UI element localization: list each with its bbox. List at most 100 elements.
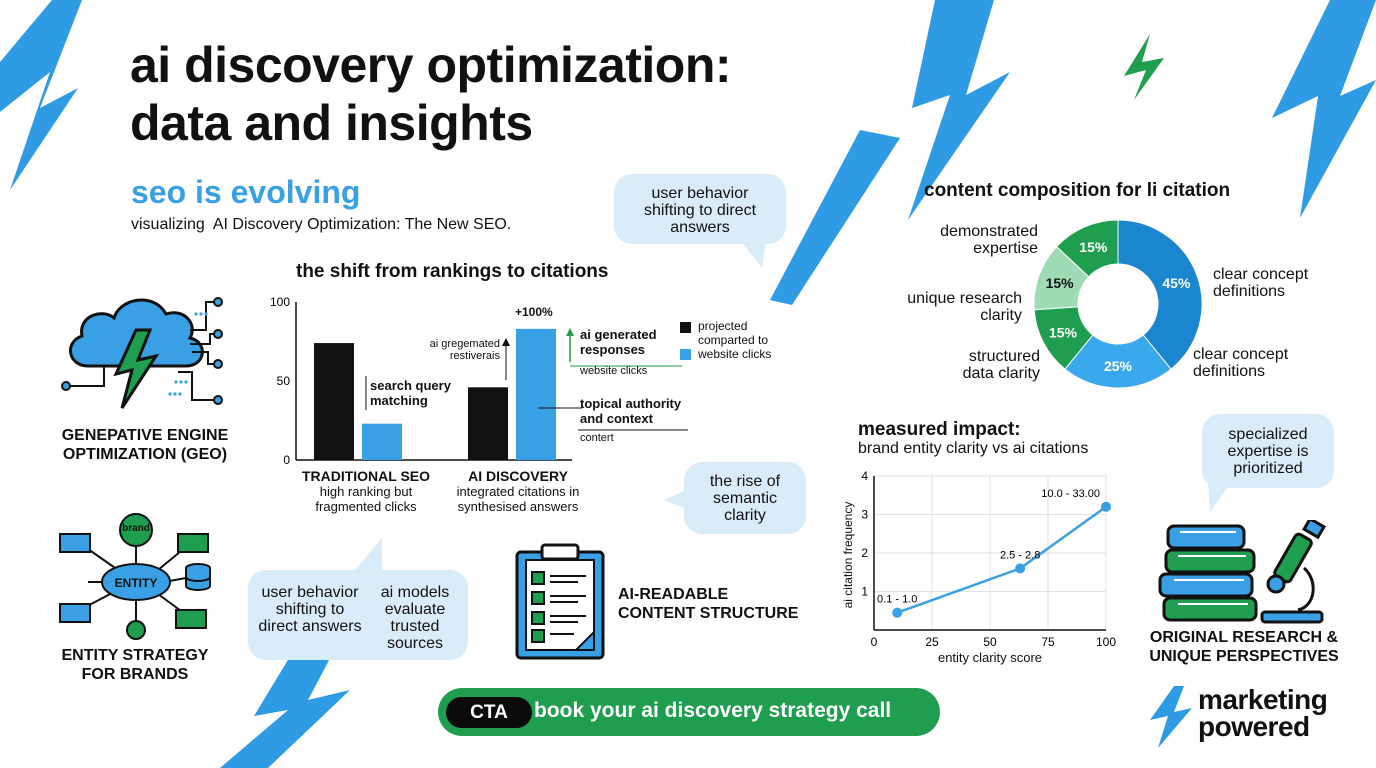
donut-chart-title: content composition for li citation [924, 180, 1231, 201]
lightning-bolt-icon [1150, 686, 1192, 748]
cta-text[interactable]: book your ai discovery strategy call [534, 699, 892, 722]
annot-line: topical authority [580, 396, 682, 411]
brand-line-1: marketing [1198, 684, 1328, 715]
bar-category-1: TRADITIONAL SEO high ranking but fragmen… [286, 469, 446, 515]
donut-slice [1055, 219, 1119, 278]
legend-line: website clicks [698, 347, 772, 361]
tagline: visualizing AI Discovery Optimization: T… [131, 216, 512, 233]
cloud-lightning-icon [61, 297, 223, 409]
x-tick-label: 0 [871, 635, 878, 649]
annotation-arrow-head [502, 338, 510, 346]
line-chart-title: measured impact: [858, 419, 1021, 440]
category-caption: fragmented clicks [315, 499, 417, 514]
category-caption: high ranking but [319, 484, 413, 499]
annot-line: ai generated [580, 327, 657, 342]
annot-line: and context [580, 411, 653, 426]
line-chart-subtitle: brand entity clarity vs ai citations [858, 440, 1089, 457]
legend-swatch [680, 349, 691, 360]
label-line: demonstrated [940, 223, 1038, 240]
label-line: clear concept [1193, 346, 1289, 363]
label-line: UNIQUE PERSPECTIVES [1149, 648, 1339, 665]
bar [314, 343, 354, 460]
bubble-line: clarity [724, 507, 766, 524]
subtitle: seo is evolving [131, 174, 361, 210]
brand-line-2: powered [1198, 711, 1310, 742]
brand-wordmark: marketing powered [1198, 684, 1328, 742]
line-chart-xlabel: entity clarity score [937, 650, 1043, 665]
legend-item: website clicks [680, 347, 771, 361]
bubble-user-behavior-bottom: user behavior shifting to direct answers [252, 584, 368, 635]
category-caption: synthesised answers [457, 499, 579, 514]
bar-legend: projected comparted to website clicks [680, 319, 771, 361]
bubble-line: sources [386, 635, 444, 652]
bar [516, 328, 556, 460]
legend-item: projected comparted to [680, 319, 771, 347]
annot-line: matching [370, 393, 428, 408]
line-chart: 1 2 3 4 0 25 50 75 100 0.1 - 1.0 2.5 - 2.8 10.0 - 3… [861, 470, 1116, 649]
bubble-user-behavior-top: user behavior shifting to direct answers [614, 174, 786, 244]
bar-annot-topical-sub: contert [580, 432, 614, 444]
donut-chart: 45% 25% 15% 15% 15% [1033, 219, 1203, 389]
bubble-line: evaluate [384, 601, 446, 618]
label-line: CONTENT STRUCTURE [618, 605, 799, 622]
bar-chart-title: the shift from rankings to citations [296, 261, 609, 282]
bubble-tail [664, 488, 690, 510]
bar-annot-topical: topical authority and context [580, 396, 681, 426]
legend-line: projected [698, 319, 748, 333]
donut-slice-label: 45% [1162, 275, 1191, 291]
bar [362, 423, 402, 460]
entity-label: ENTITY STRATEGY FOR BRANDS [45, 646, 225, 684]
point-label: 0.1 - 1.0 [877, 594, 917, 606]
bubble-semantic-clarity: the rise of semantic clarity [684, 462, 806, 534]
bar-chart: 0 50 100 [270, 295, 688, 467]
donut-outer-label-3: structured data clarity [940, 348, 1040, 382]
entity-node-center: ENTITY [114, 576, 158, 590]
data-point [1101, 501, 1111, 512]
annotation-arrow-head [566, 328, 574, 336]
bar-annot-generated: ai generated responses [580, 327, 657, 357]
donut-outer-label-2: clear concept definitions [1193, 346, 1288, 380]
bubble-ai-models: ai models evaluate trusted sources [370, 584, 460, 652]
bar [468, 387, 508, 460]
bubble-bottom-pair [248, 570, 468, 660]
cta-tag[interactable]: CTA [446, 697, 532, 728]
label-line: OPTIMIZATION (GEO) [62, 446, 228, 463]
label-line: clear concept [1213, 266, 1309, 283]
annot-line: responses [580, 342, 646, 357]
label-line: data clarity [962, 365, 1040, 382]
bubble-line: expertise is [1227, 443, 1309, 460]
label-line: FOR BRANDS [81, 666, 189, 683]
donut-slice [1117, 219, 1203, 370]
label-line: structured [968, 348, 1040, 365]
geo-label: GENEPATIVE ENGINE OPTIMIZATION (GEO) [50, 426, 240, 464]
page-title: ai discovery optimization: data and insi… [130, 36, 732, 152]
bubble-line: the rise of [709, 473, 781, 490]
bubble-line: trusted [390, 618, 440, 635]
bar-annot-left-arrow: ai gregemated restiverais [420, 338, 500, 362]
label-line: ORIGINAL RESEARCH & [1149, 629, 1339, 646]
bar-category-2: AI DISCOVERY integrated citations in syn… [438, 469, 598, 515]
bubble-line: answers [670, 219, 730, 236]
bubble-line: shifting to direct [643, 202, 757, 219]
annot-line: restiverais [449, 350, 500, 362]
y-tick-label: 2 [861, 546, 868, 560]
label-line: AI-READABLE [618, 586, 729, 603]
x-tick-label: 25 [925, 635, 939, 649]
legend-swatch [680, 322, 691, 333]
x-tick-label: 100 [1096, 635, 1116, 649]
donut-slice [1064, 334, 1172, 389]
bubble-line: semantic [712, 490, 778, 507]
data-point [892, 607, 903, 618]
annot-line: ai gregemated [429, 338, 500, 350]
bubble-line: user behavior [261, 584, 359, 601]
bubble-line: user behavior [651, 185, 749, 202]
label-line: unique research [907, 290, 1022, 307]
bubble-line: prioritized [1233, 460, 1303, 477]
books-microscope-icon [1158, 520, 1326, 624]
entity-node-brand: brand [122, 523, 150, 534]
bubble-line: ai models [380, 584, 450, 601]
bubble-line: direct answers [258, 618, 362, 635]
label-line: clarity [980, 307, 1022, 324]
bubble-tail [740, 240, 766, 268]
